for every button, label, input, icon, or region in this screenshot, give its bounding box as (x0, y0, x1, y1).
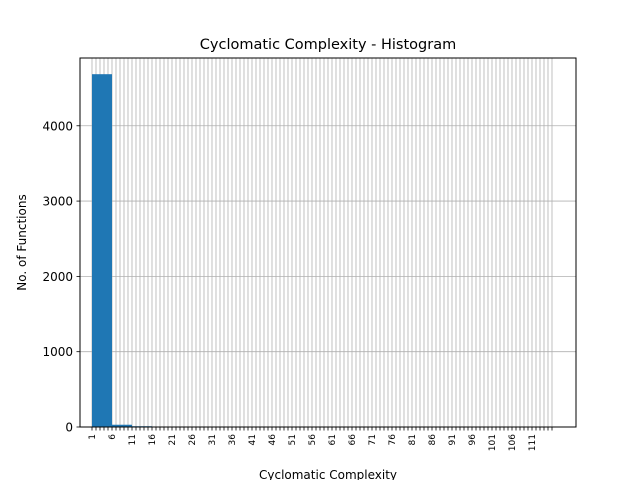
x-tick-label: 101 (488, 434, 498, 451)
x-tick-label: 111 (528, 434, 538, 451)
x-tick-label: 56 (308, 434, 318, 446)
x-tick-label: 96 (468, 434, 478, 446)
x-tick-label: 66 (348, 434, 358, 446)
x-tick-label: 51 (288, 434, 298, 445)
x-tick-label: 41 (248, 434, 258, 445)
x-tick-label: 36 (228, 434, 238, 446)
chart-title: Cyclomatic Complexity - Histogram (200, 37, 456, 53)
histogram-bar (112, 424, 132, 427)
x-tick-label: 81 (408, 434, 418, 445)
y-axis-label: No. of Functions (15, 194, 29, 290)
x-tick-label: 16 (148, 434, 158, 446)
x-tick-label: 91 (448, 434, 458, 445)
x-tick-label: 76 (388, 434, 398, 446)
x-tick-label: 21 (168, 434, 178, 445)
y-tick-label: 2000 (42, 270, 73, 284)
y-tick-label: 0 (65, 421, 73, 435)
x-tick-label: 26 (188, 434, 198, 446)
x-axis-label: Cyclomatic Complexity (259, 468, 397, 480)
x-tick-label: 31 (208, 434, 218, 445)
x-tick-label: 46 (268, 434, 278, 446)
x-tick-label: 1 (88, 434, 98, 440)
x-tick-label: 71 (368, 434, 378, 445)
y-tick-label: 4000 (42, 119, 73, 133)
x-tick-label: 86 (428, 434, 438, 446)
y-tick-label: 3000 (42, 195, 73, 209)
y-tick-label: 1000 (42, 345, 73, 359)
histogram-bar (92, 74, 112, 427)
x-tick-label: 11 (128, 434, 138, 445)
x-tick-label: 61 (328, 434, 338, 445)
x-tick-label: 6 (108, 434, 118, 440)
plot-frame (79, 57, 577, 428)
x-tick-label: 106 (508, 434, 518, 451)
